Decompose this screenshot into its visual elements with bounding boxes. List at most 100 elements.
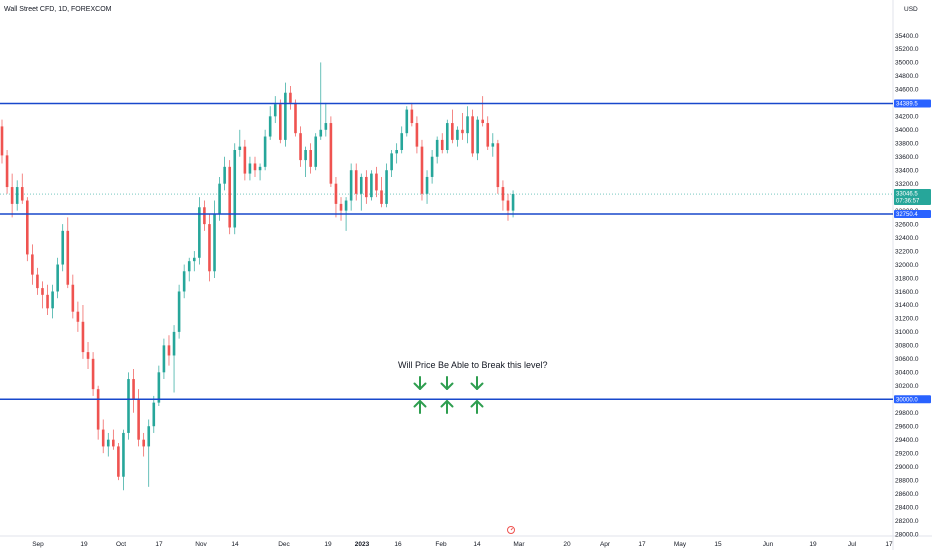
candle (127, 372, 130, 440)
y-tick-label: 33400.0 (895, 168, 919, 175)
y-tick-label: 28800.0 (895, 477, 919, 484)
x-tick-label: Jul (848, 541, 857, 548)
candle (456, 126, 459, 147)
candle (223, 156, 226, 191)
candle (273, 96, 277, 124)
candle (91, 352, 95, 396)
candle (471, 109, 474, 157)
candle-body (26, 200, 29, 255)
candle (329, 116, 333, 188)
x-tick-label: Nov (195, 541, 207, 548)
candle-body (329, 123, 333, 184)
candle-body (445, 123, 449, 150)
candle (71, 274, 75, 319)
candle (253, 156, 257, 177)
arrow-up-icon (470, 400, 484, 414)
y-tick-label: 32200.0 (895, 248, 919, 255)
candle-body (147, 426, 151, 447)
y-tick-label: 29800.0 (895, 410, 919, 417)
y-tick-label: 29400.0 (895, 437, 919, 444)
annotation-text: Will Price Be Able to Break this level? (398, 360, 548, 370)
candle-body (127, 379, 130, 433)
y-tick-label: 35200.0 (895, 46, 919, 53)
candle (132, 368, 135, 413)
candle (122, 429, 125, 491)
x-tick-label: 17 (885, 541, 893, 548)
candle-body (370, 173, 373, 198)
candle (410, 102, 414, 127)
candle (501, 180, 505, 211)
candle-body (410, 109, 414, 124)
candle-body (496, 143, 500, 188)
candle (425, 170, 429, 204)
candle-body (142, 439, 145, 447)
price-badges: 34389.5 32750.4 30000.0 33046.507:36:57 (894, 99, 931, 403)
candle-body (334, 183, 338, 204)
candle-body (319, 129, 323, 137)
candle-body (86, 352, 90, 359)
current-price-label: 33046.5 (896, 192, 918, 198)
x-tick-label: 19 (324, 541, 332, 548)
candle-body (36, 274, 39, 289)
candle-body (15, 187, 19, 204)
candle (359, 173, 363, 211)
candle (496, 139, 500, 194)
level-lines-group (0, 102, 893, 401)
x-tick-label: Sep (32, 541, 44, 548)
candle (476, 116, 479, 161)
candle (319, 62, 323, 140)
candle (112, 429, 115, 450)
y-tick-label: 32600.0 (895, 221, 919, 228)
candle (36, 267, 39, 295)
candle (354, 163, 358, 201)
candle (284, 82, 287, 147)
arrow-up-icon (413, 400, 427, 414)
candle (430, 150, 434, 184)
candle-body (481, 119, 484, 124)
x-tick-label: 19 (80, 541, 88, 548)
candle (370, 170, 373, 201)
time-axis[interactable]: Sep 19 Oct 17 Nov 14 Dec 19 2023 16 Feb 14 Mar 20 Apr 1… (32, 541, 893, 548)
arrow-down-icon (413, 376, 427, 390)
candle-body (268, 116, 272, 137)
candle (415, 116, 419, 154)
x-tick-label: 17 (155, 541, 163, 548)
candle (142, 432, 145, 457)
candle (5, 150, 9, 194)
candle (279, 99, 282, 144)
candle-body (167, 345, 171, 356)
candle-body (5, 155, 9, 188)
candle (41, 281, 44, 309)
y-tick-label: 31800.0 (895, 275, 919, 282)
candle-body (309, 150, 312, 167)
arrow-down-icon (440, 376, 454, 390)
candle-body (208, 224, 211, 272)
candle (491, 133, 495, 157)
candle (445, 119, 449, 154)
candle (56, 257, 59, 299)
candle (86, 342, 90, 369)
candle (51, 284, 54, 319)
candle (324, 102, 328, 137)
candle-body (471, 116, 474, 154)
x-tick-label: 2023 (355, 541, 370, 548)
candle-body (71, 284, 75, 312)
candle (187, 257, 191, 282)
candle-body (51, 291, 54, 309)
candle (395, 143, 398, 164)
candle (451, 109, 454, 144)
candle (147, 419, 151, 487)
y-tick-label: 34200.0 (895, 114, 919, 121)
candle-body (91, 358, 95, 390)
candle-body (132, 379, 135, 400)
y-tick-label: 28200.0 (895, 518, 919, 525)
candle-body (476, 119, 479, 154)
candle-body (359, 176, 363, 194)
y-tick-label: 32000.0 (895, 262, 919, 269)
price-axis[interactable]: 28000.0 28200.0 28400.0 28600.0 28800.0 29000… (895, 33, 919, 539)
candle (289, 86, 292, 110)
time-navigation-icon[interactable] (507, 526, 515, 534)
y-tick-label: 28000.0 (895, 531, 919, 538)
candle (299, 126, 302, 167)
